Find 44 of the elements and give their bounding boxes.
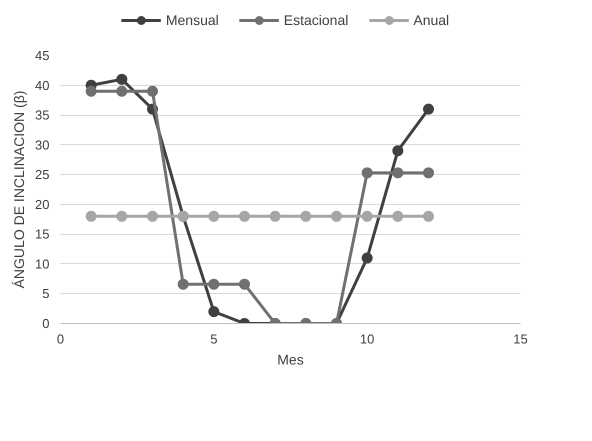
y-tick-label: 5 [42,286,50,302]
point [423,167,434,178]
point [423,104,434,115]
y-tick-label: 45 [35,48,50,63]
point [270,210,281,222]
y-tick-label: 40 [35,78,50,93]
point [392,210,404,222]
point [178,278,189,290]
point [116,74,128,85]
point [208,278,220,290]
point [392,145,404,156]
point [116,210,128,222]
legend-label: Anual [413,12,450,28]
point [208,210,220,222]
point [147,86,158,97]
point [362,252,373,264]
point [208,306,220,318]
y-tick-label: 15 [35,226,50,242]
point [116,86,128,97]
x-tick-label: 15 [513,332,528,346]
point [300,210,312,222]
y-tick-label: 25 [35,167,50,182]
y-tick-label: 0 [42,316,50,331]
y-tick-label: 20 [35,196,50,212]
point [147,210,158,222]
point [86,210,97,222]
point [239,278,250,290]
y-tick-label: 30 [35,137,50,152]
y-tick-label: 10 [35,256,50,272]
legend-label: Mensual [166,12,219,28]
point [362,167,373,178]
x-tick-label: 10 [360,332,374,346]
y-tick-label: 35 [35,108,50,123]
legend-label: Estacional [284,12,348,28]
point [362,210,373,222]
point [86,86,97,97]
point [239,210,250,222]
y-axis-title: ÁNGULO DE INCLINACION (β) [11,90,28,288]
x-axis-title: Mes [277,352,304,368]
x-tick-label: 0 [56,332,64,346]
x-tick-label: 5 [210,332,218,346]
point [423,210,434,222]
point [331,210,342,222]
point [392,167,404,178]
